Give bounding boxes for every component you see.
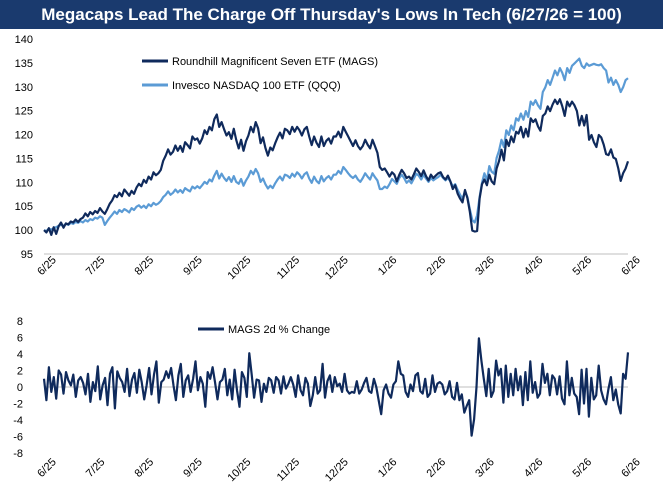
x-tick-label: 9/25	[181, 456, 205, 480]
y-tick-label: 4	[17, 349, 23, 361]
x-tick-label: 3/26	[473, 456, 497, 480]
y-tick-label: 110	[15, 177, 33, 189]
y-tick-label: 130	[15, 82, 33, 94]
x-tick-label: 12/25	[323, 254, 351, 282]
x-tick-label: 2/26	[425, 456, 449, 480]
legend-label: Roundhill Magnificent Seven ETF (MAGS)	[172, 56, 378, 68]
series-line	[42, 337, 630, 437]
x-tick-label: 3/26	[473, 254, 497, 278]
y-tick-label: 120	[15, 130, 33, 142]
title-bar: Megacaps Lead The Charge Off Thursday's …	[0, 0, 663, 29]
chart-1: 95 100 105 110 115 120 125 130 135 140 6/25 7/25 8/2…	[15, 34, 643, 282]
x-tick-label: 1/26	[376, 456, 400, 480]
y-tick-label: 105	[15, 201, 33, 213]
chart-2: -8 -6 -4 -2 0 2 4 6 8 6/25 7/25 8/25 9/25 10/25 11/25 1…	[13, 316, 643, 484]
x-tick-label: 5/26	[571, 254, 595, 278]
y-tick-label: 6	[17, 333, 23, 345]
x-tick-label: 10/25	[226, 254, 254, 282]
x-tick-label: 7/25	[84, 254, 108, 278]
y-tick-label: -8	[13, 448, 23, 460]
x-tick-label: 4/26	[522, 456, 546, 480]
y-tick-label: -6	[13, 432, 23, 444]
y-tick-label: 2	[17, 366, 23, 378]
x-tick-label: 11/25	[275, 456, 302, 483]
x-tick-label: 2/26	[425, 254, 449, 278]
x-tick-label: 6/26	[619, 456, 643, 480]
y-tick-label: -4	[13, 415, 23, 427]
x-tick-label: 7/25	[84, 456, 108, 480]
y-tick-label: 8	[17, 316, 23, 328]
chart-title: Megacaps Lead The Charge Off Thursday's …	[41, 5, 622, 24]
y-tick-label: 140	[15, 34, 33, 46]
x-tick-label: 6/26	[619, 254, 643, 278]
x-tick-label: 6/25	[35, 254, 59, 278]
y-tick-label: 135	[15, 58, 33, 70]
x-tick-label: 6/25	[35, 456, 59, 480]
y-tick-label: 115	[15, 153, 33, 165]
y-tick-label: -2	[13, 399, 23, 411]
legend-label: MAGS 2d % Change	[228, 324, 330, 336]
x-tick-label: 10/25	[226, 456, 254, 484]
x-tick-label: 8/25	[133, 456, 157, 480]
x-tick-label: 9/25	[181, 254, 205, 278]
x-tick-label: 1/26	[376, 254, 400, 278]
x-tick-label: 11/25	[275, 254, 302, 281]
series-line	[43, 98, 630, 236]
x-tick-label: 4/26	[522, 254, 546, 278]
y-tick-label: 125	[15, 106, 33, 118]
x-tick-label: 5/26	[571, 456, 595, 480]
series-line	[43, 57, 629, 233]
x-tick-label: 12/25	[323, 456, 351, 484]
y-tick-label: 100	[15, 225, 33, 237]
x-tick-label: 8/25	[133, 254, 157, 278]
y-tick-label: 95	[21, 249, 33, 261]
y-tick-label: 0	[17, 382, 23, 394]
legend-label: Invesco NASDAQ 100 ETF (QQQ)	[172, 80, 341, 92]
